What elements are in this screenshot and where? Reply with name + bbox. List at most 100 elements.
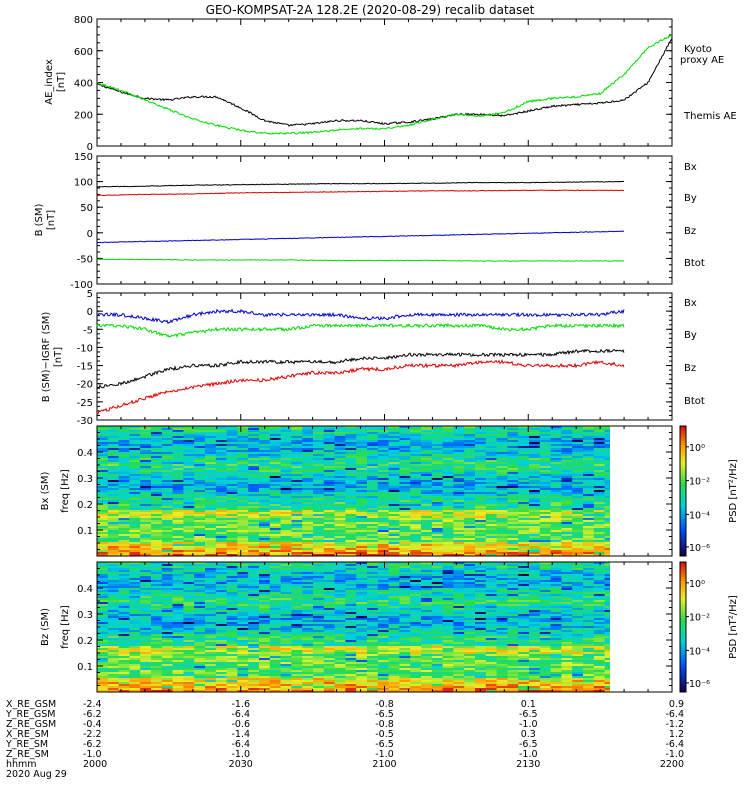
spectrogram-cell xyxy=(550,522,562,525)
spectrogram-cell xyxy=(248,462,260,465)
spectrogram-cell xyxy=(421,492,433,495)
spectrogram-cell xyxy=(302,610,314,613)
spectrogram-cell xyxy=(280,586,292,589)
spectrogram-cell xyxy=(215,522,227,525)
spectrogram-cell xyxy=(269,500,281,503)
spectrogram-cell xyxy=(323,454,335,457)
spectrogram-cell xyxy=(561,472,573,475)
spectrogram-cell xyxy=(453,446,465,449)
spectrogram-cell xyxy=(583,524,595,527)
spectrogram-cell xyxy=(291,668,303,671)
spectrogram-cell xyxy=(194,554,206,557)
spectrogram-cell xyxy=(561,536,573,539)
spectrogram-cell xyxy=(97,640,109,643)
spectrogram-cell xyxy=(215,540,227,543)
colorbar-segment xyxy=(680,441,686,444)
spectrogram-cell xyxy=(97,650,109,653)
spectrogram-cell xyxy=(410,466,422,469)
spectrogram-cell xyxy=(399,526,411,529)
spectrogram-cell xyxy=(226,512,238,515)
spectrogram-cell xyxy=(269,536,281,539)
spectrogram-cell xyxy=(194,584,206,587)
spectrogram-cell xyxy=(129,524,141,527)
spectrogram-cell xyxy=(151,618,163,621)
spectrogram-cell xyxy=(388,536,400,539)
spectrogram-cell xyxy=(215,660,227,663)
colorbar-segment xyxy=(680,517,686,520)
spectrogram-cell xyxy=(593,518,605,521)
spectrogram-cell xyxy=(604,436,610,439)
spectrogram-cell xyxy=(604,548,610,551)
spectrogram-cell xyxy=(302,516,314,519)
spectrogram-cell xyxy=(313,518,325,521)
spectrogram-cell xyxy=(269,516,281,519)
spectrogram-cell xyxy=(410,426,422,429)
spectrogram-cell xyxy=(183,488,195,491)
colorbar-segment xyxy=(680,434,686,438)
spectrogram-cell xyxy=(183,490,195,493)
spectrogram-cell xyxy=(561,550,573,553)
spectrogram-cell xyxy=(259,544,271,547)
spectrogram-cell xyxy=(302,426,314,429)
spectrogram-cell xyxy=(151,598,163,601)
spectrogram-cell xyxy=(453,450,465,453)
spectrogram-cell xyxy=(151,472,163,475)
spectrogram-cell xyxy=(421,464,433,467)
spectrogram-cell xyxy=(172,490,184,493)
spectrogram-cell xyxy=(140,468,152,471)
spectrogram-cell xyxy=(291,544,303,547)
spectrogram-cell xyxy=(107,518,119,521)
spectrogram-cell xyxy=(431,548,443,551)
spectrogram-cell xyxy=(118,666,130,669)
spectrogram-cell xyxy=(237,574,249,577)
spectrogram-cell xyxy=(161,488,173,491)
spectrogram-cell xyxy=(334,452,346,455)
spectrogram-cell xyxy=(529,490,541,493)
spectrogram-cell xyxy=(194,628,206,631)
spectrogram-cell xyxy=(129,510,141,513)
spectrogram-cell xyxy=(226,450,238,453)
spectrogram-cell xyxy=(291,474,303,477)
spectrogram-cell xyxy=(205,494,217,497)
spectrogram-cell xyxy=(323,544,335,547)
spectrogram-cell xyxy=(194,606,206,609)
spectrogram-cell xyxy=(572,468,584,471)
spectrogram-cell xyxy=(183,578,195,581)
spectrogram-cell xyxy=(604,480,610,483)
spectrogram-cell xyxy=(593,442,605,445)
spectrogram-cell xyxy=(334,442,346,445)
spectrogram-cell xyxy=(367,488,379,491)
spectrogram-cell xyxy=(151,570,163,573)
spectrogram-cell xyxy=(367,466,379,469)
spectrogram-cell xyxy=(118,630,130,633)
spectrogram-cell xyxy=(183,660,195,663)
spectrogram-cell xyxy=(237,682,249,685)
spectrogram-cell xyxy=(583,448,595,451)
spectrogram-cell xyxy=(140,690,152,693)
spectrogram-cell xyxy=(399,538,411,541)
spectrogram-cell xyxy=(388,512,400,515)
spectrogram-cell xyxy=(269,442,281,445)
spectrogram-cell xyxy=(280,540,292,543)
spectrogram-cell xyxy=(172,658,184,661)
spectrogram-cell xyxy=(97,458,109,461)
spectrogram-cell xyxy=(226,522,238,525)
spectrogram-cell xyxy=(194,624,206,627)
spectrogram-cell xyxy=(572,430,584,433)
spectrogram-cell xyxy=(496,544,508,547)
spectrogram-cell xyxy=(183,614,195,617)
spectrogram-cell xyxy=(215,600,227,603)
spectrogram-cell xyxy=(205,664,217,667)
spectrogram-cell xyxy=(345,462,357,465)
spectrogram-cell xyxy=(248,512,260,515)
spectrogram-cell xyxy=(313,434,325,437)
spectrogram-cell xyxy=(377,468,389,471)
spectrogram-cell xyxy=(161,470,173,473)
spectrogram-cell xyxy=(194,444,206,447)
spectrogram-cell xyxy=(269,498,281,501)
spectrogram-cell xyxy=(475,490,487,493)
spectrogram-cell xyxy=(593,458,605,461)
spectrogram-cell xyxy=(97,674,109,677)
spectrogram-cell xyxy=(129,518,141,521)
spectrogram-cell xyxy=(291,588,303,591)
